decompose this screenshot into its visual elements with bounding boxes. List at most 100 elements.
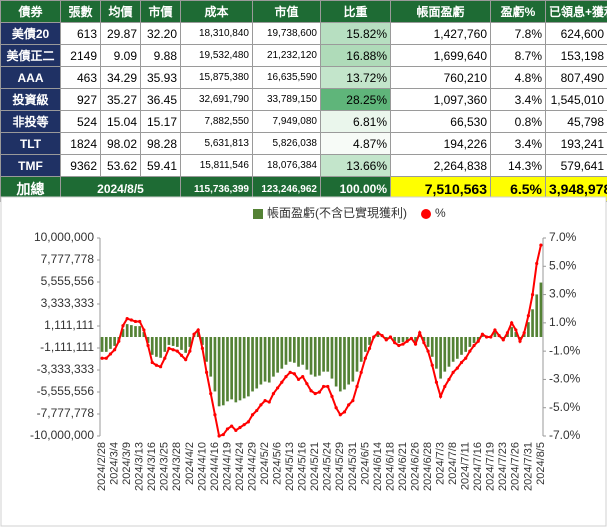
bar — [405, 337, 409, 340]
line-point — [267, 400, 271, 404]
line-point — [372, 335, 376, 339]
bar — [205, 337, 208, 362]
table-cell: 7,882,550 — [180, 110, 253, 133]
line-point — [234, 428, 238, 432]
line-point — [104, 356, 108, 360]
line-point — [426, 349, 430, 353]
line — [102, 244, 542, 438]
table-row: TMF 9362 53.62 59.41 15,811,546 18,076,384 13.… — [0, 154, 607, 177]
line-point — [292, 372, 296, 376]
x-tick-label: 2024/3/25 — [159, 442, 171, 491]
y2-tick-label: 3.0% — [549, 287, 577, 301]
line-point — [455, 366, 459, 370]
bar — [472, 337, 476, 343]
header-cell: 成本 — [180, 0, 253, 23]
bar — [292, 337, 296, 363]
bar — [401, 337, 405, 342]
bar — [288, 337, 292, 362]
table-row: 非投等 524 15.04 15.17 7,882,550 7,949,080 6.81% 6… — [0, 110, 607, 133]
table-cell: 19,532,480 — [180, 44, 253, 67]
bar — [284, 337, 288, 365]
line-point — [384, 338, 388, 342]
bar — [368, 337, 371, 345]
bar — [351, 337, 355, 382]
y-tick-label: -7,777,778 — [37, 406, 95, 420]
line-point — [117, 339, 121, 343]
x-tick-label: 2024/7/8 — [447, 442, 459, 485]
table-cell: 613 — [60, 22, 101, 45]
line-point — [309, 389, 313, 393]
line-point — [288, 370, 292, 374]
line-point — [276, 386, 280, 390]
x-tick-label: 2024/7/16 — [472, 442, 484, 491]
line-point — [514, 328, 518, 332]
bar — [539, 282, 543, 337]
table-cell: 153,198 — [545, 44, 607, 67]
x-tick-label: 2024/3/16 — [146, 442, 158, 491]
line-point — [108, 352, 113, 356]
header-cell: 市值 — [252, 0, 321, 23]
x-tick-label: 2024/5/16 — [297, 442, 309, 491]
table-cell: 1,097,360 — [390, 88, 491, 111]
x-tick-label: 2024/5/2 — [259, 442, 271, 485]
line-point — [326, 384, 330, 389]
table-cell: 15,811,546 — [180, 154, 253, 177]
line-point — [179, 353, 184, 357]
line-point — [284, 375, 288, 379]
table-cell: 9362 — [60, 154, 101, 177]
bar — [146, 337, 150, 343]
bar — [125, 324, 129, 337]
bar — [113, 337, 116, 346]
bar — [514, 332, 518, 337]
line-point — [100, 356, 104, 360]
x-tick-label: 2024/5/21 — [309, 442, 321, 491]
x-tick-label: 2024/6/26 — [409, 442, 421, 491]
y-tick-label: 1,111,111 — [44, 318, 94, 332]
legend-label: 帳面盈虧(不含已實現獲利) — [267, 205, 407, 220]
bar — [100, 337, 104, 352]
line-point — [459, 360, 464, 365]
bar — [255, 337, 259, 389]
x-tick-label: 2024/7/19 — [485, 442, 497, 491]
line-point — [472, 343, 476, 348]
bar — [159, 337, 162, 358]
line-point — [225, 427, 230, 431]
x-tick-label: 2024/3/28 — [171, 442, 183, 491]
bar — [305, 337, 309, 370]
bar — [109, 337, 112, 349]
bar — [167, 337, 171, 345]
bar — [330, 337, 334, 379]
line-point — [464, 356, 468, 360]
table-cell: 1,545,010 — [545, 88, 607, 111]
bar — [334, 337, 338, 387]
table-cell: 15.04 — [100, 110, 141, 133]
line-point — [468, 349, 472, 353]
bar — [493, 332, 497, 337]
line-point — [125, 317, 129, 321]
table-cell: 760,210 — [390, 66, 491, 89]
row-label: 美債20 — [0, 22, 61, 45]
bar — [138, 326, 142, 337]
y2-tick-label: 1.0% — [549, 315, 577, 329]
line-point — [188, 349, 192, 353]
row-label: 美債正二 — [0, 44, 61, 67]
line-point — [497, 333, 501, 338]
line-point — [213, 413, 217, 417]
line-point — [338, 413, 342, 417]
bar — [150, 337, 154, 355]
x-tick-label: 2024/8/5 — [535, 442, 547, 485]
table-row: 美債20 613 29.87 32.20 18,310,840 19,738,600 15.… — [0, 22, 607, 45]
header-cell: 張數 — [60, 0, 101, 23]
bar — [230, 337, 233, 400]
bar — [527, 322, 530, 337]
table-cell: 34.29 — [100, 66, 141, 89]
table-cell: 98.02 — [100, 132, 141, 155]
table-cell: 59.41 — [140, 154, 181, 177]
bar — [426, 337, 430, 347]
line-point — [413, 342, 418, 346]
bar — [134, 326, 137, 337]
bar — [276, 337, 279, 373]
bar — [468, 337, 472, 347]
table-cell: 194,226 — [390, 132, 491, 155]
table-cell: 18,076,384 — [252, 154, 321, 177]
